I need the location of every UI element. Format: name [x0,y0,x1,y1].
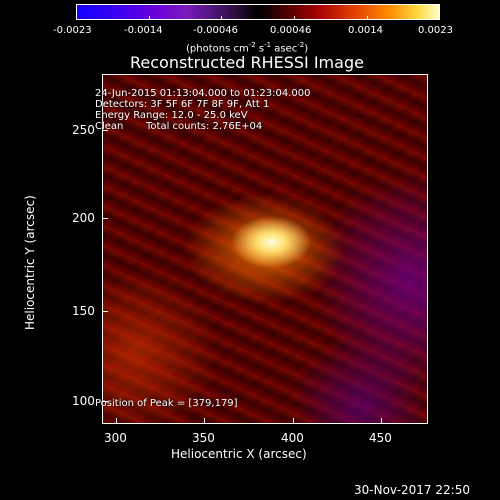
y-axis-tick-label: 150 [72,304,95,318]
y-axis-tick-label: 100 [72,394,95,408]
reconstructed-image-raster [103,75,427,423]
x-axis-tick [381,418,382,424]
x-axis-tick-label: 400 [281,431,304,445]
colorbar-tick-label: 0.00046 [270,25,312,36]
colorbar-tick [294,16,295,20]
peak-position-label: Position of Peak = [379,179] [95,398,238,409]
y-axis-tick [102,218,108,219]
colorbar-tick-label: -0.0014 [124,25,163,36]
footer-timestamp: 30-Nov-2017 22:50 [354,483,470,497]
info-detectors: Detectors: 3F 5F 6F 7F 8F 9F, Att 1 [95,99,270,110]
y-axis-tick [102,311,108,312]
info-total-counts: Total counts: 2.76E+04 [146,121,263,132]
y-axis-label: Heliocentric Y (arcsec) [23,195,37,330]
colorbar-tick [439,16,440,20]
colorbar-tick-label: 0.0023 [418,25,453,36]
rhessi-image-plot [102,74,428,424]
colorbar-tick-label: 0.0014 [348,25,383,36]
colorbar-tick [221,16,222,20]
x-axis-tick-label: 300 [104,431,127,445]
colorbar-tick [76,16,77,20]
info-energy-range: Energy Range: 12.0 - 25.0 keV [95,110,248,121]
colorbar-tick [149,16,150,20]
x-axis-label: Heliocentric X (arcsec) [171,447,307,461]
info-clean-label: Clean [95,121,124,132]
y-axis-tick [102,401,108,402]
colorbar [76,4,440,20]
plot-title: Reconstructed RHESSI Image [130,53,364,72]
colorbar-tick-label: -0.0023 [53,25,92,36]
x-axis-tick [204,418,205,424]
colorbar-tick-label: -0.00046 [193,25,238,36]
colorbar-units: (photons cm-2 s-1 asec-2) [186,41,309,55]
x-axis-tick [293,418,294,424]
y-axis-tick [102,130,108,131]
x-axis-tick [116,418,117,424]
x-axis-tick-label: 350 [192,431,215,445]
info-time-range: 24-Jun-2015 01:13:04.000 to 01:23:04.000 [95,88,311,99]
y-axis-tick-label: 250 [72,123,95,137]
x-axis-tick-label: 450 [369,431,392,445]
y-axis-tick-label: 200 [72,211,95,225]
colorbar-tick [367,16,368,20]
